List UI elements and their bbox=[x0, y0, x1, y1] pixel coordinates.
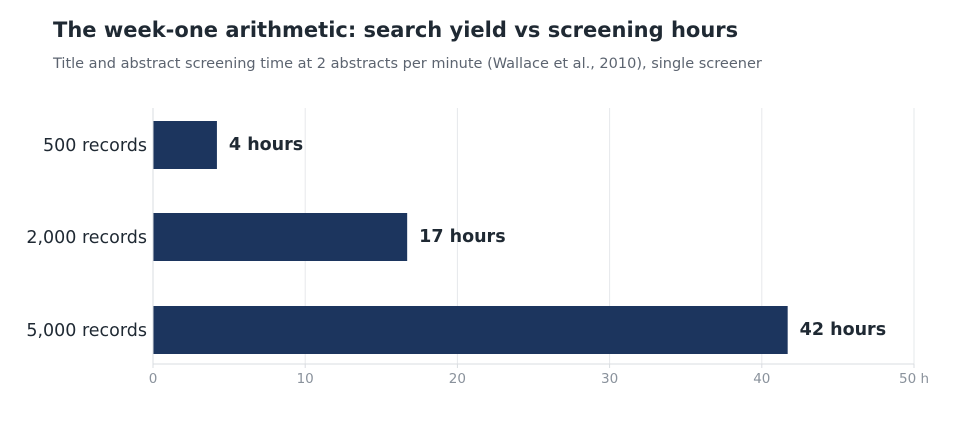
chart-title: The week-one arithmetic: search yield vs… bbox=[53, 18, 739, 42]
x-tick-label: 50 h bbox=[899, 371, 929, 387]
bar bbox=[153, 306, 788, 354]
x-tick-label: 20 bbox=[449, 371, 466, 387]
bars bbox=[153, 121, 788, 354]
chart-subtitle: Title and abstract screening time at 2 a… bbox=[53, 56, 762, 72]
bar bbox=[153, 213, 408, 261]
category-label: 5,000 records bbox=[26, 321, 147, 341]
x-tick-label: 0 bbox=[149, 371, 158, 387]
labels: 0 10 20 30 40 50 h 500 records 4 hours 2,000 rec… bbox=[26, 135, 929, 387]
value-label: 4 hours bbox=[229, 135, 303, 155]
x-axis bbox=[152, 108, 915, 368]
x-tick-label: 30 bbox=[601, 371, 618, 387]
category-label: 500 records bbox=[43, 136, 147, 156]
x-tick-label: 40 bbox=[753, 371, 770, 387]
bar bbox=[153, 121, 217, 169]
value-label: 17 hours bbox=[419, 227, 505, 247]
x-tick-label: 10 bbox=[297, 371, 314, 387]
category-label: 2,000 records bbox=[26, 228, 147, 248]
value-label: 42 hours bbox=[800, 320, 886, 340]
